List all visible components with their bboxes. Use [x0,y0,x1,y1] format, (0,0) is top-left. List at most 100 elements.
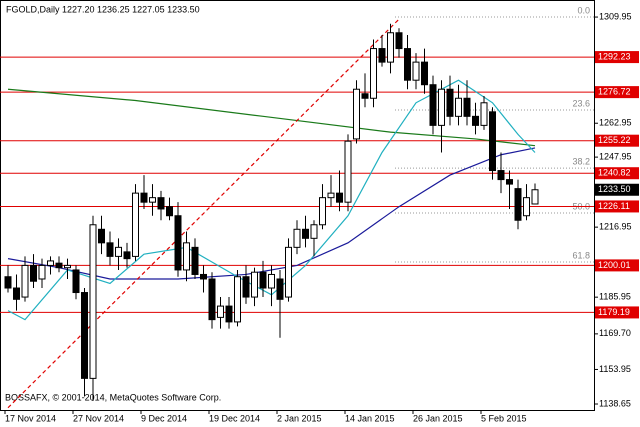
candle-body [395,32,403,50]
candle-body [370,48,377,99]
y-tick-label: 1138.65 [599,398,631,408]
candle-body [174,215,182,271]
candle-body [429,84,437,126]
last-price-box [595,183,639,196]
level-label: 1276.72 [598,86,631,96]
indicator-line [7,18,400,409]
last-price-label: 1233.50 [598,184,631,194]
candle-body [47,260,54,266]
candle-body [217,305,224,318]
y-tick-label: 1153.95 [599,364,631,374]
candle-body [21,264,29,298]
y-tick-label: 1262.95 [599,118,632,128]
candle-body [455,97,462,117]
x-tick-label: 26 Jan 2015 [413,413,463,423]
level-box [595,167,639,180]
candle-body [404,48,411,81]
candle-body [115,246,122,257]
level-box [595,86,639,99]
candle-body [259,271,267,289]
candle-body [531,189,539,205]
candle-body [378,48,386,63]
candle-body [387,32,394,63]
candle-body [200,273,207,280]
x-tick-label: 2 Jan 2015 [277,413,322,423]
candle-body [157,197,165,210]
candle-body [98,228,105,244]
candle-body [463,97,471,117]
candle-body [225,305,233,323]
level-label: 1226.11 [598,201,630,211]
level-label: 1292.23 [598,51,631,61]
candle-body [302,228,309,239]
candle-body [412,61,420,81]
candle-body [489,111,496,172]
plot-frame [0,0,595,411]
candle-body [191,246,199,275]
candle-body [514,188,522,221]
candle-body [234,276,241,323]
candle-body [310,224,318,239]
level-label: 1179.19 [598,307,630,317]
candle-body [149,197,156,203]
candle-body [132,192,139,257]
level-label: 1200.01 [598,260,631,270]
candle-body [523,197,530,217]
y-tick-label: 1185.95 [599,292,631,302]
chart-title: FGOLD,Daily 1227.20 1236.25 1227.05 1233… [6,4,200,14]
candle-body [472,115,479,126]
x-tick-label: 19 Dec 2014 [209,413,260,423]
candle-body [327,192,335,199]
candle-body [438,88,445,126]
candle-body [106,242,114,257]
candle-body [446,88,454,117]
y-tick-label: 1309.95 [599,11,632,21]
candle-body [421,61,428,86]
candle-body [242,276,250,298]
level-box [595,200,639,213]
y-tick-label: 1169.70 [599,328,631,338]
level-box [595,306,639,319]
candle-body [13,287,20,300]
fib-label: 61.8 [572,250,590,260]
candle-body [55,262,63,269]
fib-label: 38.2 [572,156,590,166]
candle-body [81,292,88,379]
candle-body [166,206,173,217]
candle-body [30,264,37,282]
candle-body [480,102,488,126]
candle-body [497,170,505,181]
candle-body [38,264,46,280]
x-tick-label: 14 Jan 2015 [345,413,395,423]
candle-body [336,192,343,203]
fib-label: 0.0 [577,5,590,15]
candle-body [361,93,369,99]
candle-body [4,276,12,289]
level-label: 1240.82 [598,168,631,178]
candle-body [344,140,352,203]
candle-body [89,224,97,379]
candle-body [72,269,80,294]
y-tick-label: 1247.95 [599,151,632,161]
indicator-line [7,88,536,147]
fib-label: 23.6 [572,98,590,108]
candle-body [293,228,301,248]
candle-body [276,278,284,300]
x-tick-label: 5 Feb 2015 [481,413,527,423]
x-tick-label: 17 Nov 2014 [5,413,56,423]
candle-body [506,179,513,185]
level-box [595,51,639,64]
y-tick-label: 1216.95 [599,222,632,232]
candle-body [183,242,190,271]
candle-body [353,88,360,140]
candle-body [319,197,326,226]
candle-body [268,273,275,289]
x-tick-label: 27 Nov 2014 [73,413,124,423]
candle-body [208,278,216,321]
x-tick-label: 9 Dec 2014 [141,413,187,423]
level-box [595,259,639,272]
level-box [595,134,639,147]
level-label: 1255.22 [598,135,631,145]
candle-body [123,251,131,260]
